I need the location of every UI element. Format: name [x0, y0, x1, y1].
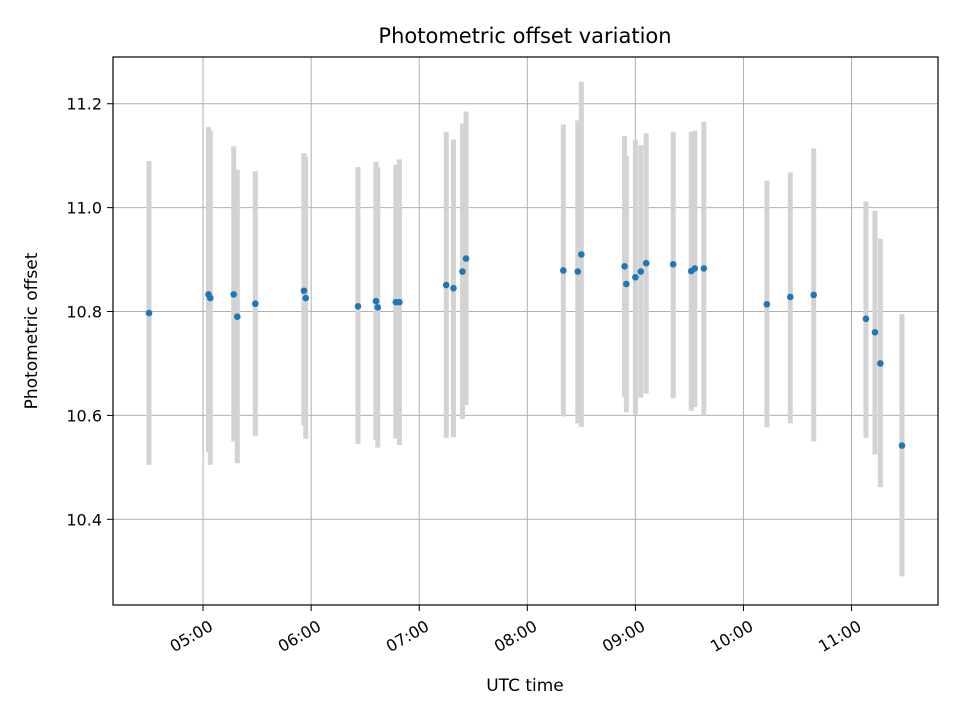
data-point — [450, 284, 457, 292]
data-point — [206, 294, 214, 302]
data-point — [877, 360, 884, 367]
y-tick-label: 10.4 — [66, 510, 102, 529]
data-point — [862, 315, 870, 323]
data-point — [462, 255, 470, 262]
data-point — [574, 268, 582, 275]
data-point — [233, 313, 241, 321]
data-point — [372, 297, 380, 305]
data-point — [442, 281, 450, 289]
data-point — [632, 273, 639, 281]
y-axis-label: Photometric offset — [22, 252, 42, 409]
data-point — [669, 260, 677, 268]
data-point — [621, 263, 628, 270]
data-point — [459, 268, 466, 275]
data-point — [623, 280, 630, 288]
data-point — [374, 304, 382, 311]
data-point — [691, 265, 699, 272]
data-point — [898, 442, 906, 449]
data-point — [786, 293, 794, 301]
x-axis-label: UTC time — [486, 676, 564, 696]
data-point — [642, 259, 650, 267]
data-point — [578, 251, 585, 258]
data-point — [302, 294, 310, 302]
data-point — [230, 291, 237, 298]
data-point — [354, 303, 362, 310]
data-point — [396, 298, 403, 306]
data-point — [300, 287, 308, 295]
y-tick-label: 11.0 — [66, 199, 102, 218]
data-point — [637, 268, 645, 275]
grid — [113, 57, 938, 605]
y-tick-label: 10.6 — [66, 406, 102, 425]
data-point — [871, 328, 879, 336]
data-point — [763, 300, 771, 308]
plot-area-frame — [112, 56, 939, 606]
y-tick-label: 11.2 — [66, 95, 102, 114]
data-point — [252, 300, 259, 308]
data-point — [145, 309, 153, 317]
y-tick-label: 10.8 — [66, 303, 102, 322]
chart-title: Photometric offset variation — [378, 24, 671, 48]
data-points — [145, 251, 906, 449]
data-point — [560, 267, 567, 274]
data-point — [700, 265, 708, 272]
data-point — [810, 291, 818, 299]
